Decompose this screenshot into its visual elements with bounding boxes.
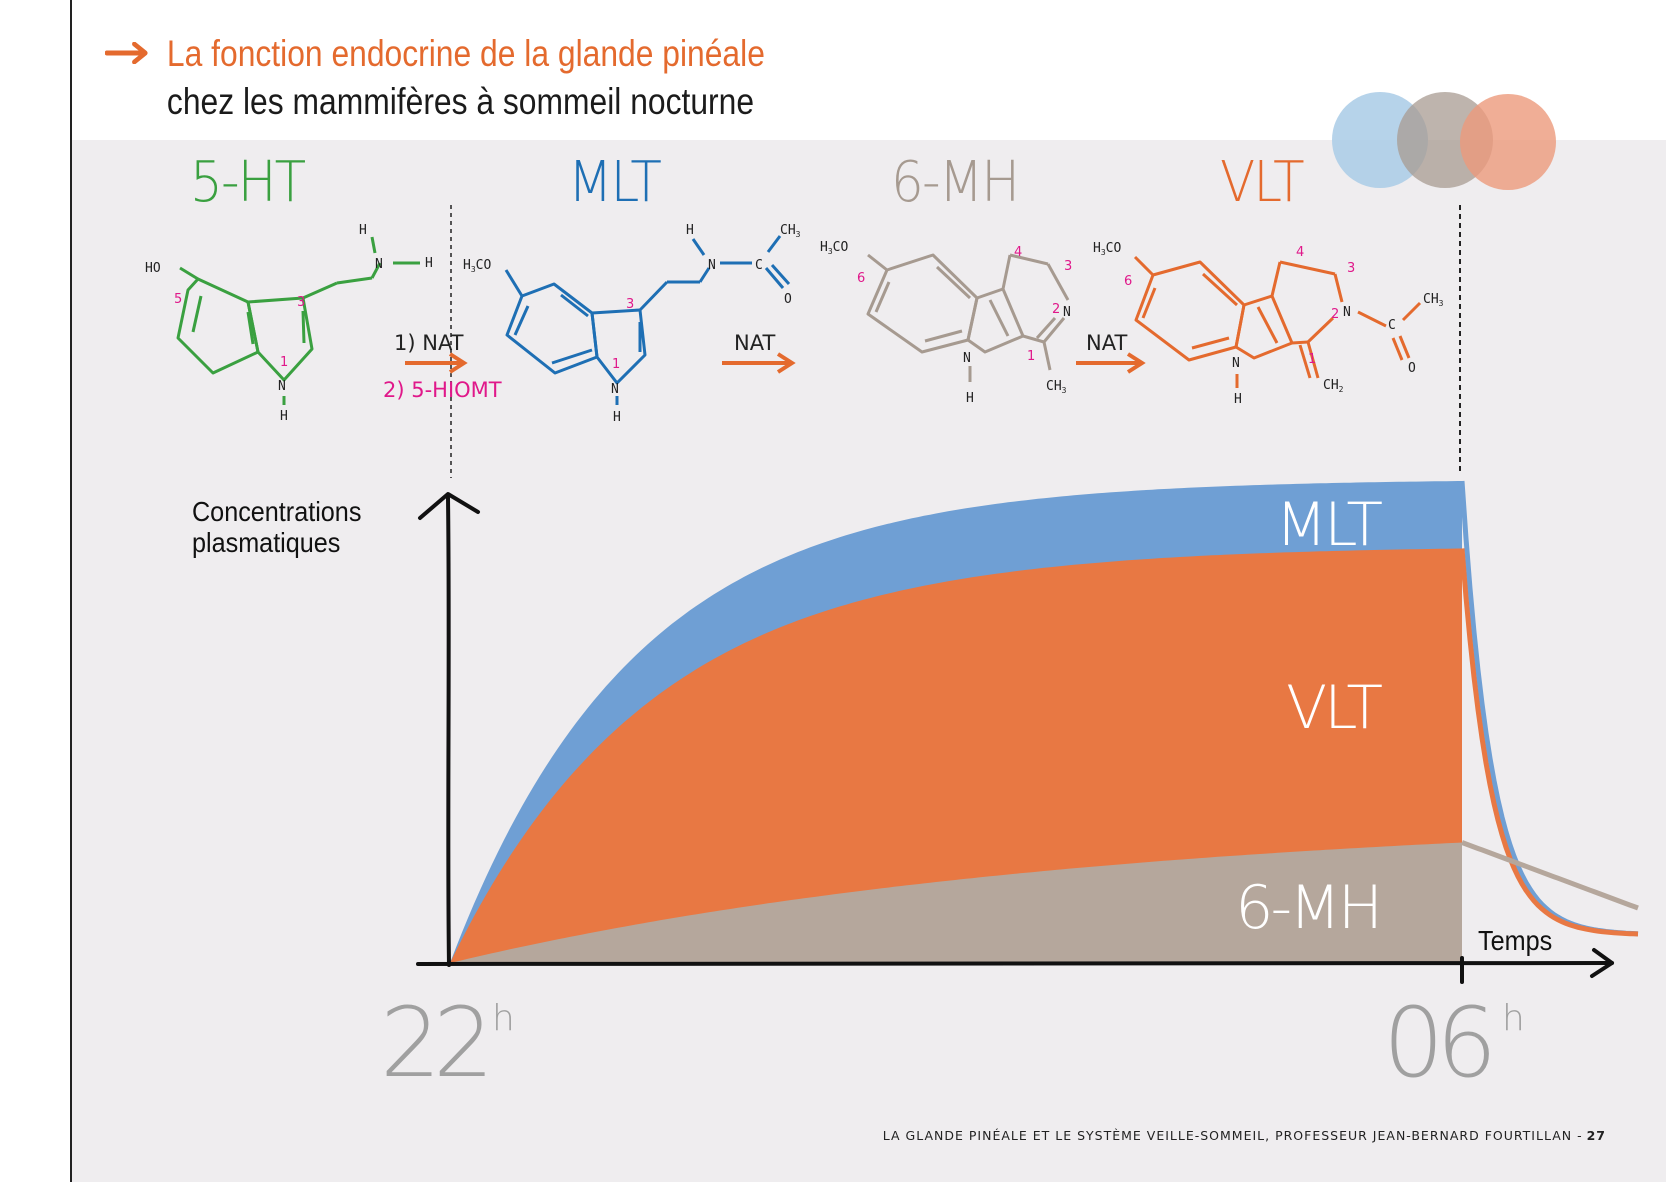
svg-text:4: 4: [1014, 245, 1022, 260]
svg-text:N: N: [1343, 305, 1351, 320]
svg-text:N: N: [708, 258, 716, 273]
page-subtitle: chez les mammifères à sommeil nocturne: [166, 81, 755, 122]
page-number: 27: [1586, 1128, 1606, 1143]
reaction-1-label-a: 1) NAT: [394, 331, 464, 355]
svg-text:5: 5: [174, 292, 182, 307]
reaction-2-label: NAT: [734, 331, 775, 355]
decay-line-6-mh: [1461, 840, 1639, 911]
svg-text:1: 1: [1027, 349, 1035, 364]
molecule-label-6mh: 6-MH: [891, 150, 1020, 215]
svg-text:1: 1: [280, 355, 288, 370]
x-tick-start: 22: [380, 987, 486, 1099]
svg-text:3: 3: [297, 295, 305, 310]
series-label-vlt: VLT: [1286, 673, 1382, 743]
structure-5ht: [176, 236, 420, 405]
structure-vlt: [1133, 255, 1422, 388]
page-margin-rule: [70, 0, 72, 1182]
svg-text:2: 2: [1331, 307, 1339, 322]
svg-text:N: N: [1063, 305, 1071, 320]
svg-text:H: H: [425, 256, 433, 271]
concentration-chart: [450, 480, 1639, 963]
svg-text:1: 1: [1308, 352, 1316, 367]
decay-line-vlt: [1459, 548, 1639, 937]
svg-text:1: 1: [612, 357, 620, 372]
series-label-mlt: MLT: [1275, 490, 1382, 560]
reaction-3-label: NAT: [1086, 331, 1127, 355]
x-tick-end-unit: h: [1502, 998, 1525, 1039]
chart-axes: [416, 492, 1614, 984]
svg-text:H: H: [1234, 392, 1242, 407]
svg-text:C: C: [1388, 318, 1396, 333]
reaction-arrow-3: [1076, 352, 1146, 374]
svg-text:N: N: [375, 257, 383, 272]
svg-text:O: O: [1408, 361, 1416, 376]
svg-text:6: 6: [1124, 274, 1132, 289]
reaction-arrow-1: [405, 352, 468, 374]
svg-text:H: H: [359, 223, 367, 238]
y-axis-label-line2: plasmatiques: [192, 527, 340, 559]
footer: LA GLANDE PINÉALE ET LE SYSTÈME VEILLE-S…: [883, 1128, 1606, 1143]
svg-text:H3CO: H3CO: [820, 240, 848, 256]
page-title: La fonction endocrine de la glande pinéa…: [166, 33, 765, 74]
svg-text:3: 3: [626, 297, 634, 312]
svg-text:H: H: [280, 409, 288, 424]
svg-text:C: C: [755, 258, 763, 273]
svg-text:H3CO: H3CO: [463, 258, 491, 274]
reaction-arrow-2: [722, 352, 796, 374]
decay-line-mlt: [1459, 480, 1639, 937]
series-label-6mh: 6-MH: [1235, 873, 1380, 943]
svg-text:CH3: CH3: [1423, 292, 1444, 308]
svg-text:4: 4: [1296, 245, 1304, 260]
molecule-label-mlt: MLT: [568, 150, 662, 215]
svg-text:CH3: CH3: [1046, 379, 1067, 395]
svg-text:N: N: [611, 382, 619, 397]
svg-text:N: N: [278, 379, 286, 394]
molecule-label-vlt: VLT: [1220, 150, 1305, 215]
svg-text:O: O: [784, 292, 792, 307]
x-tick-start-unit: h: [492, 998, 515, 1039]
svg-text:H: H: [966, 391, 974, 406]
header: La fonction endocrine de la glande pinéa…: [105, 30, 872, 126]
structure-6mh: [866, 253, 1070, 382]
svg-text:2: 2: [1052, 302, 1060, 317]
svg-text:CH3: CH3: [780, 223, 801, 239]
area-6-mh: [450, 842, 1462, 963]
y-axis-line: [446, 496, 451, 967]
svg-text:HO: HO: [145, 261, 161, 276]
x-tick-end: 06: [1383, 987, 1489, 1099]
logo-circles-icon: [1332, 92, 1556, 190]
svg-text:6: 6: [857, 271, 865, 286]
svg-text:H: H: [686, 223, 694, 238]
svg-text:N: N: [1232, 356, 1240, 371]
arrow-right-icon: [105, 42, 148, 64]
x-axis-arrowhead-icon: [1590, 948, 1614, 978]
y-axis-arrowhead-icon: [418, 492, 480, 520]
footer-text: LA GLANDE PINÉALE ET LE SYSTÈME VEILLE-S…: [882, 1128, 1583, 1143]
svg-text:3: 3: [1064, 259, 1072, 274]
x-axis-label: Temps: [1478, 925, 1552, 957]
svg-text:H3CO: H3CO: [1093, 241, 1121, 257]
structure-mlt: [504, 235, 791, 405]
title-row: La fonction endocrine de la glande pinéa…: [105, 30, 765, 78]
svg-text:CH2: CH2: [1323, 378, 1344, 394]
svg-text:3: 3: [1347, 261, 1355, 276]
svg-text:N: N: [963, 351, 971, 366]
y-axis-label-line1: Concentrations: [192, 496, 361, 528]
reaction-1-label-b: 2) 5-HIOMT: [383, 378, 502, 402]
molecule-label-5ht: 5-HT: [190, 150, 306, 215]
svg-text:H: H: [613, 410, 621, 425]
x-axis-line: [416, 961, 1614, 967]
